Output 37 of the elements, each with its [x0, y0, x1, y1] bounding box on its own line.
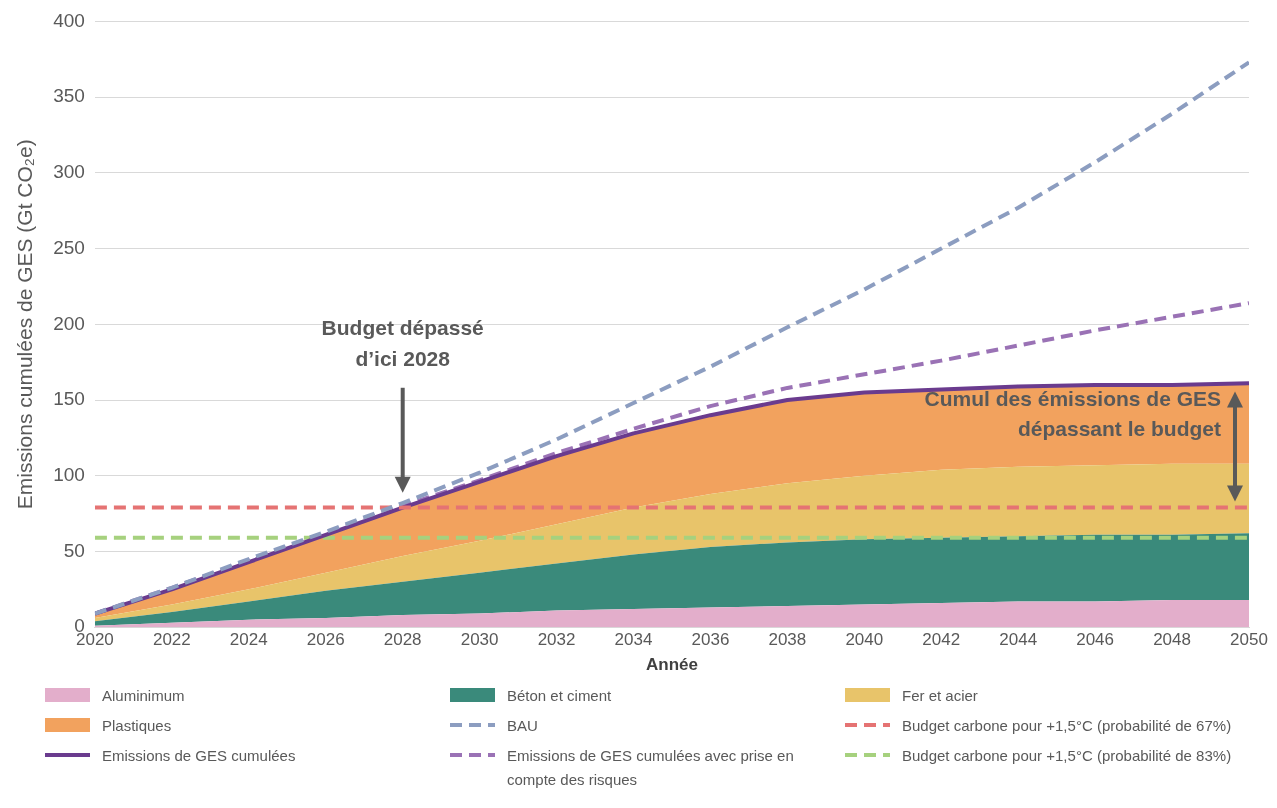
- legend-label: Budget carbone pour +1,5°C (probabilité de 67%): [902, 716, 1232, 736]
- legend-label: Fer et acier: [902, 686, 978, 706]
- x-tick-label: 2030: [460, 630, 499, 650]
- annotation: Budget dépassé d’ici 2028: [321, 315, 484, 370]
- y-tick-label: 350: [53, 85, 85, 107]
- x-tick-label: 2036: [691, 630, 730, 650]
- y-tick-label: 300: [53, 161, 85, 183]
- x-tick-label: 2040: [845, 630, 884, 650]
- x-tick-label: 2024: [229, 630, 268, 650]
- x-tick-label: 2038: [768, 630, 807, 650]
- x-tick-label: 2032: [537, 630, 576, 650]
- legend-label: Plastiques: [102, 716, 172, 736]
- x-tick-label: 2034: [614, 630, 653, 650]
- y-tick-label: 200: [53, 312, 85, 334]
- line-series: [94, 60, 1249, 616]
- annotation: Cumul des émissions de GES dépassant le budget: [924, 387, 1221, 441]
- x-tick-label: 2028: [383, 630, 422, 650]
- y-tick-label: 250: [53, 236, 85, 258]
- y-tick-label: 150: [53, 388, 85, 410]
- x-tick-label: 2048: [1153, 630, 1191, 650]
- legend-label: Emissions de GES cumulées avec prise en compte des risques: [507, 746, 795, 790]
- legend-label: BAU: [507, 716, 538, 736]
- y-tick-label: 100: [53, 463, 85, 485]
- x-tick-label: 2044: [999, 630, 1038, 650]
- y-tick-label: 50: [63, 539, 85, 561]
- legend-label: Emissions de GES cumulées: [102, 746, 296, 766]
- x-tick-label: 2050: [1230, 630, 1268, 650]
- y-axis-title: Emissions cumulées de GES (Gt CO₂e): [13, 139, 37, 510]
- y-tick-label: 400: [53, 9, 85, 31]
- legend-label: Béton et ciment: [507, 686, 612, 706]
- legend-label: Budget carbone pour +1,5°C (probabilité de 83%): [902, 746, 1232, 766]
- x-tick-label: 2026: [306, 630, 345, 650]
- legend-label: Aluminimum: [102, 686, 185, 706]
- x-tick-label: 2046: [1076, 630, 1115, 650]
- x-axis-title: Année: [645, 655, 698, 675]
- x-tick-label: 2042: [922, 630, 961, 650]
- x-tick-label: 2022: [152, 630, 191, 650]
